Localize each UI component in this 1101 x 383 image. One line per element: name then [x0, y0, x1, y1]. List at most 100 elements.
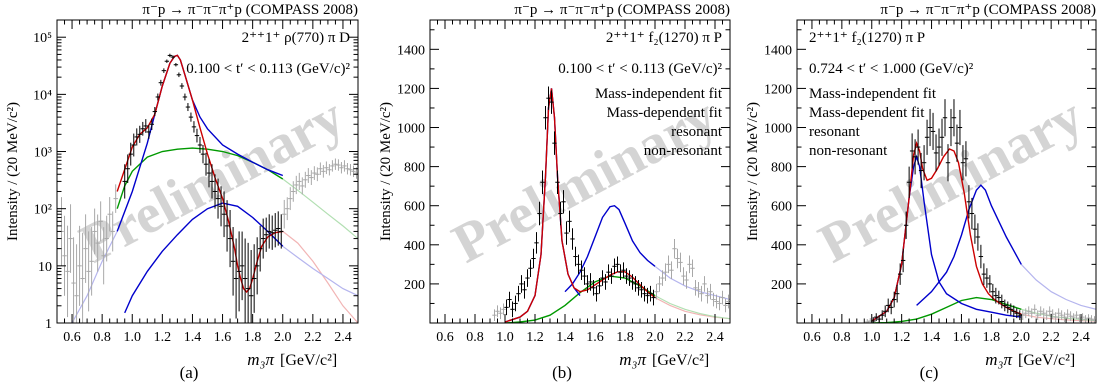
- data-point-outside-fit: [666, 255, 671, 274]
- x-axis-label-variable: m₃π: [619, 350, 646, 369]
- panel-label: (a): [180, 363, 199, 382]
- data-point-outside-fit: [294, 175, 299, 195]
- data-point: [236, 231, 242, 312]
- curve-resonant2: [124, 202, 284, 314]
- data-point: [564, 221, 569, 245]
- x-tick-label: 2.0: [646, 330, 664, 345]
- x-tick-label: 1.4: [923, 330, 941, 345]
- data-point: [279, 214, 284, 249]
- data-point: [263, 217, 269, 252]
- data-point-outside-fit: [68, 204, 73, 273]
- x-tick-label: 1.4: [184, 330, 202, 345]
- data-point-outside-fit: [492, 309, 497, 322]
- data-point-outside-fit: [657, 276, 662, 292]
- data-point: [906, 166, 912, 198]
- data-point-outside-fit: [711, 292, 716, 307]
- data-point-outside-fit: [495, 305, 500, 318]
- data-point: [885, 298, 891, 313]
- data-point: [621, 262, 626, 279]
- y-tick-label: 10⁴: [33, 88, 52, 103]
- data-point: [146, 125, 152, 139]
- data-point: [254, 237, 260, 295]
- data-point: [513, 295, 518, 312]
- data-point-outside-fit: [300, 177, 305, 195]
- x-axis: 0.6 0.8 1.0 1.2 1.4 1.6 1.8 2.0 2.2 2.4: [429, 20, 731, 345]
- data-point: [874, 313, 879, 322]
- data-point: [996, 290, 1002, 305]
- data-point-outside-fit: [312, 166, 317, 180]
- data-point-outside-fit: [92, 208, 97, 255]
- data-point: [633, 276, 638, 292]
- legend-entry: Mass-dependent fit: [607, 105, 723, 121]
- data-point: [594, 285, 599, 302]
- x-axis-label-unit: [GeV/c²]: [1018, 352, 1075, 369]
- y-tick-label: 1400: [764, 43, 792, 58]
- data-point: [1005, 301, 1010, 314]
- data-point: [993, 287, 999, 304]
- data-point-outside-fit: [348, 164, 353, 176]
- data-point-outside-fit: [1032, 304, 1037, 315]
- data-point: [143, 119, 148, 133]
- data-point: [883, 305, 888, 318]
- data-point: [221, 191, 227, 238]
- data-point: [579, 260, 584, 280]
- curve-non-resonant-extrapolation: [282, 178, 358, 240]
- data-point: [987, 275, 993, 293]
- data-point: [239, 231, 245, 301]
- data-point-outside-fit: [498, 307, 503, 320]
- data-point: [915, 129, 921, 165]
- x-tick-label: 0.8: [466, 330, 484, 345]
- data-point: [510, 301, 515, 318]
- data-point: [137, 125, 142, 143]
- data-point-outside-fit: [708, 283, 713, 300]
- y-tick-label: 10: [38, 260, 52, 275]
- data-point: [558, 201, 563, 226]
- data-point: [921, 145, 927, 181]
- data-point: [134, 128, 139, 146]
- data-point: [909, 133, 915, 169]
- y-tick-label: 400: [771, 239, 792, 254]
- data-point-outside-fit: [1053, 312, 1058, 323]
- data-point: [122, 164, 127, 199]
- x-axis-label-unit: [GeV/c²]: [652, 352, 709, 369]
- data-point-outside-fit: [291, 181, 296, 202]
- data-point: [531, 248, 536, 269]
- data-point: [990, 283, 996, 300]
- curve-total-extrapolation: [654, 297, 730, 320]
- data-point: [630, 274, 635, 290]
- data-point-outside-fit: [333, 158, 338, 170]
- data-point: [131, 133, 136, 157]
- x-tick-label: 2.0: [1013, 330, 1031, 345]
- data-point-outside-fit: [309, 170, 314, 186]
- data-point: [242, 238, 248, 319]
- data-point-outside-fit: [351, 165, 356, 178]
- data-point-outside-fit: [660, 270, 665, 286]
- data-point: [516, 285, 521, 302]
- data-point-outside-fit: [113, 184, 118, 213]
- y-axis-label: Intensity / (20 MeV/c²): [5, 102, 21, 241]
- data-point: [257, 225, 263, 272]
- data-point-outside-fit: [702, 276, 707, 292]
- data-point: [158, 79, 164, 86]
- data-point: [948, 108, 954, 147]
- data-point: [609, 268, 614, 284]
- data-point: [645, 287, 650, 304]
- data-point: [606, 264, 611, 280]
- data-point: [260, 218, 266, 259]
- data-point-outside-fit: [696, 281, 701, 298]
- y-axis: 1 10 10² 10³ 10⁴ 10⁵: [33, 19, 358, 332]
- legend-entry: resonant: [809, 124, 861, 140]
- data-point: [179, 83, 185, 89]
- y-tick-label: 800: [404, 161, 425, 176]
- data-point: [597, 278, 602, 294]
- x-tick-label: 1.8: [983, 330, 1001, 345]
- data-point: [164, 59, 170, 63]
- reaction-header: π⁻p → π⁻π⁻π⁺p (COMPASS 2008): [880, 2, 1096, 18]
- x-tick-label: 2.2: [1042, 330, 1060, 345]
- legend-entry: non-resonant: [809, 143, 888, 159]
- wave-label: 2⁺⁺1⁺ f₂(1270) π P: [809, 30, 925, 46]
- data-point: [582, 267, 587, 285]
- x-tick-label: 1.0: [496, 330, 514, 345]
- y-tick-label: 800: [771, 161, 792, 176]
- y-axis-label: Intensity / (20 MeV/c²): [378, 102, 394, 241]
